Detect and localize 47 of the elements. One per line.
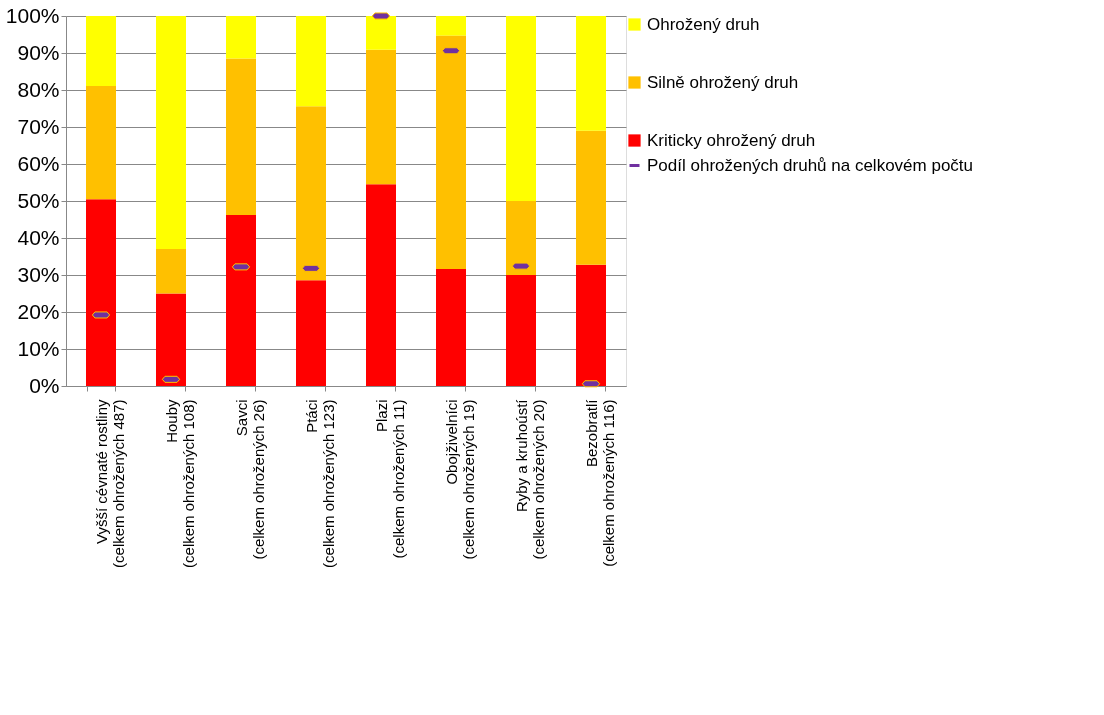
- x-tick-label: Plazi (celkem ohrožených 11): [372, 399, 407, 559]
- bar: [576, 16, 606, 131]
- bar: [296, 106, 326, 281]
- legend-label: Podíl ohrožených druhů na celkovém počtu: [647, 155, 974, 175]
- x-tick-label: Houby (celkem ohrožených 108): [162, 399, 197, 568]
- y-tick-label: 70%: [17, 114, 60, 138]
- y-tick-label: 80%: [17, 77, 60, 101]
- bar: [366, 49, 396, 185]
- bar: [576, 130, 606, 265]
- bar: [86, 199, 116, 386]
- bar: [576, 264, 606, 386]
- y-tick-label: 40%: [17, 225, 60, 249]
- x-tick-label: Savci (celkem ohrožených 26): [232, 399, 267, 560]
- y-tick-label: 100%: [5, 3, 60, 27]
- y-tick-label: 50%: [17, 188, 60, 212]
- bar: [86, 16, 116, 86]
- x-tick-label: Obojživelníci (celkem ohrožených 19): [442, 399, 477, 560]
- legend-label: Kriticky ohrožený druh: [647, 130, 816, 150]
- x-tick-label: Ryby a kruhoústí (celkem ohrožených 20): [512, 398, 547, 560]
- bar: [436, 269, 466, 386]
- bar: [156, 293, 186, 386]
- bar: [86, 85, 116, 200]
- y-tick-label: 0%: [29, 373, 60, 397]
- bar: [506, 275, 536, 386]
- bar: [506, 201, 536, 275]
- legend-label: Ohrožený druh: [647, 14, 760, 34]
- bar: [296, 16, 326, 107]
- legend-label: Silně ohrožený druh: [647, 72, 799, 92]
- bar: [156, 249, 186, 294]
- x-tick-label: Ptáci (celkem ohrožených 123): [302, 399, 337, 568]
- y-tick-label: 90%: [17, 40, 60, 64]
- bar: [366, 16, 396, 50]
- bar: [226, 16, 256, 59]
- x-tick-label: Bezobratlí (celkem ohrožených 116): [582, 398, 617, 567]
- bar: [436, 16, 466, 36]
- y-tick-label: 10%: [17, 336, 60, 360]
- bar: [226, 215, 256, 386]
- bar: [296, 280, 326, 386]
- bar: [506, 16, 536, 201]
- y-tick-label: 20%: [17, 299, 60, 323]
- y-tick-label: 30%: [17, 262, 60, 286]
- y-tick-label: 60%: [17, 151, 60, 175]
- bar: [156, 16, 186, 250]
- x-tick-label: Vyšší cévnaté rostliny (celkem ohrožených 487): [92, 399, 127, 568]
- bar: [436, 35, 466, 270]
- bar: [226, 58, 256, 216]
- bar: [366, 184, 396, 386]
